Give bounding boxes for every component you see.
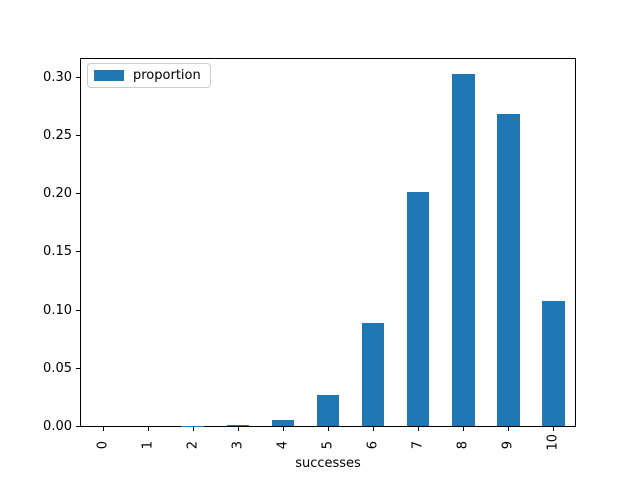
bar — [316, 395, 340, 426]
x-tick-mark — [418, 427, 420, 431]
y-tick-label: 0.30 — [43, 69, 72, 85]
bar — [361, 323, 385, 426]
legend-label: proportion — [133, 68, 201, 83]
x-axis-label: successes — [295, 456, 361, 471]
x-tick-mark — [192, 427, 194, 431]
x-tick-mark — [463, 427, 465, 431]
y-tick-mark — [76, 251, 80, 253]
x-tick-mark — [328, 427, 329, 431]
y-tick-mark — [76, 426, 80, 427]
y-tick-label: 0.00 — [43, 419, 72, 434]
legend: proportion — [87, 63, 211, 88]
x-tick-mark — [553, 427, 555, 431]
x-tick-mark — [373, 427, 375, 431]
x-tick-mark — [147, 427, 149, 431]
x-tick-mark — [102, 427, 104, 431]
bar — [542, 300, 565, 426]
bar — [226, 425, 250, 426]
bar — [271, 419, 295, 426]
y-tick-label: 0.25 — [43, 127, 72, 143]
y-tick-mark — [76, 134, 80, 136]
y-tick-mark — [76, 367, 80, 369]
bar — [497, 113, 520, 426]
y-tick-mark — [76, 309, 80, 311]
bar — [452, 74, 475, 426]
legend-swatch — [94, 70, 124, 81]
x-tick-mark — [508, 427, 510, 431]
y-tick-label: 0.15 — [43, 244, 72, 260]
y-tick-mark — [76, 193, 80, 195]
bar — [406, 191, 430, 426]
y-tick-mark — [76, 76, 80, 78]
y-tick-label: 0.05 — [43, 360, 72, 376]
y-tick-label: 0.10 — [43, 302, 72, 318]
plot-area — [80, 58, 576, 427]
x-tick-mark — [282, 427, 284, 431]
y-tick-label: 0.20 — [43, 186, 72, 202]
x-tick-mark — [237, 427, 239, 431]
